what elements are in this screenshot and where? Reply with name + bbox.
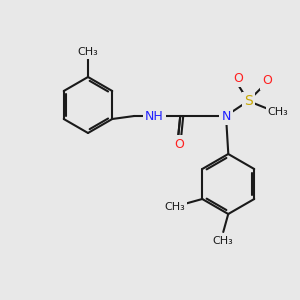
Text: S: S	[244, 94, 253, 108]
Text: CH₃: CH₃	[78, 47, 98, 57]
Text: CH₃: CH₃	[268, 107, 289, 117]
Text: N: N	[222, 110, 231, 122]
Text: O: O	[233, 71, 243, 85]
Text: O: O	[174, 137, 184, 151]
Text: CH₃: CH₃	[213, 236, 234, 246]
Text: O: O	[262, 74, 272, 88]
Text: CH₃: CH₃	[164, 202, 184, 212]
Text: NH: NH	[145, 110, 164, 122]
